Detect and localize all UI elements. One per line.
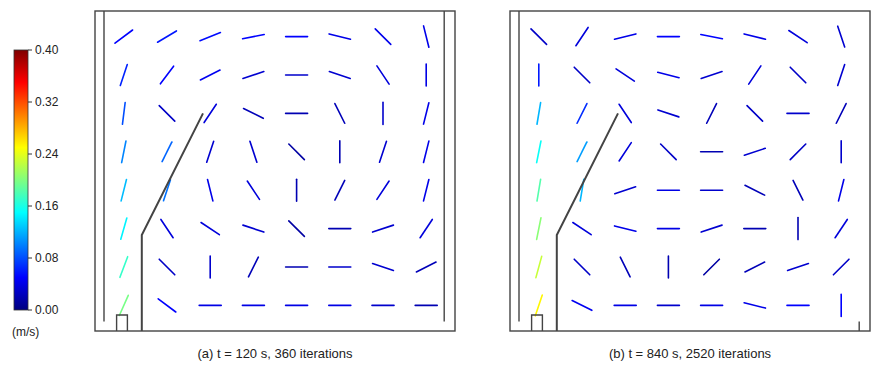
svg-text:0.16: 0.16 [35, 199, 59, 213]
svg-text:0.32: 0.32 [35, 95, 59, 109]
html-text:(a) t = 120 s, 360 iterations: (a) t = 120 s, 360 iterations [197, 346, 353, 361]
svg-text:0.24: 0.24 [35, 147, 59, 161]
svg-text:(m/s): (m/s) [12, 325, 39, 339]
html-text:(b) t = 840 s, 2520 iterations: (b) t = 840 s, 2520 iterations [608, 346, 772, 361]
svg-text:0.40: 0.40 [35, 43, 59, 57]
svg-text:0.00: 0.00 [35, 303, 59, 317]
svg-text:0.08: 0.08 [35, 251, 59, 265]
